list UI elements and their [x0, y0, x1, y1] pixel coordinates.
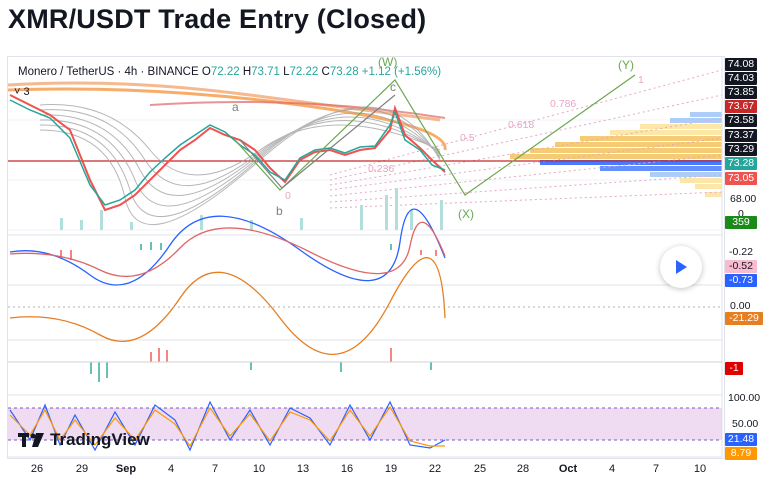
- open-value: 72.22: [210, 66, 240, 78]
- wave-label-c: c: [390, 80, 396, 94]
- histogram-pane: [8, 348, 722, 382]
- stoch-axis-d: 8.79: [725, 447, 757, 460]
- x-tick: Oct: [558, 463, 578, 475]
- wave-label-w: (W): [378, 55, 398, 69]
- chart-container[interactable]: [7, 56, 725, 459]
- macd-axis-label: -0.22: [725, 246, 757, 259]
- osc-axis-zero: 0.00: [730, 300, 751, 312]
- low-value: 72.22: [289, 66, 319, 78]
- x-tick: 25: [473, 463, 487, 475]
- stoch-axis-k: 21.48: [725, 433, 757, 446]
- price-axis-label: 73.67: [725, 100, 757, 113]
- price-axis-label: 74.03: [725, 72, 757, 85]
- page-title: XMR/USDT Trade Entry (Closed): [8, 4, 427, 34]
- ma-ribbon: [39, 104, 441, 226]
- x-tick: 26: [30, 463, 44, 475]
- volume-tag: 359: [725, 216, 757, 229]
- chevron-down-icon: ˅: [14, 86, 21, 98]
- high-value: 73.71: [251, 66, 280, 78]
- x-tick: 13: [296, 463, 310, 475]
- low-label: L: [283, 66, 290, 78]
- x-tick: 22: [428, 463, 442, 475]
- close-value: 73.28: [329, 66, 359, 78]
- x-tick: 29: [75, 463, 89, 475]
- x-tick: Sep: [115, 463, 137, 475]
- stoch-axis-top: 100.00: [728, 392, 761, 404]
- x-tick: 10: [693, 463, 707, 475]
- osc-axis-value: -21.29: [725, 312, 763, 325]
- price-axis-label: 73.58: [725, 114, 757, 127]
- fib-label-0: 0: [285, 190, 291, 202]
- price-axis-label: 73.37: [725, 129, 757, 142]
- indicators-toggle[interactable]: ˅ 3: [14, 86, 30, 98]
- wave-label-a: a: [232, 100, 239, 114]
- macd-axis-label: -0.52: [725, 260, 757, 273]
- change-value: +1.12 (+1.56%): [361, 66, 442, 78]
- fib-label-0618: 0.618: [508, 119, 535, 131]
- indicator-count: 3: [23, 86, 30, 98]
- fib-label-0236: 0.236: [368, 163, 395, 175]
- x-tick: 10: [252, 463, 266, 475]
- price-axis-top: 74.08: [725, 58, 757, 71]
- price-axis-label: 73.29: [725, 143, 757, 156]
- x-tick: 4: [167, 463, 175, 475]
- price-axis-label: 73.05: [725, 172, 757, 185]
- oscillator-line: [9, 257, 446, 355]
- x-tick: 4: [608, 463, 616, 475]
- fib-label-05: 0.5: [460, 132, 475, 144]
- price-axis-label: 73.85: [725, 86, 757, 99]
- tradingview-icon: [18, 433, 44, 447]
- price-line: [9, 94, 446, 212]
- tradingview-logo: TradingView: [18, 430, 150, 450]
- stoch-axis-mid: 50.00: [732, 418, 759, 430]
- x-tick: 19: [384, 463, 398, 475]
- price-axis-current: 73.28: [725, 157, 757, 170]
- open-label: O: [201, 66, 211, 78]
- hist-axis-value: -1: [725, 362, 743, 375]
- volume-bars: [60, 188, 443, 230]
- chart-legend[interactable]: Monero / TetherUS · 4h · BINANCE O72.22 …: [18, 66, 441, 78]
- x-tick: 7: [211, 463, 219, 475]
- watermark-text: TradingView: [50, 430, 150, 449]
- x-tick: 7: [652, 463, 660, 475]
- elliott-wave[interactable]: [234, 74, 636, 196]
- price-axis-bottom: 0: [738, 208, 744, 220]
- volume-profile: [510, 112, 722, 197]
- fib-label-1: 1: [638, 74, 644, 86]
- macd-pane: [9, 208, 446, 286]
- x-tick: 28: [516, 463, 530, 475]
- close-label: C: [321, 66, 330, 78]
- price-axis-mid: 68.00: [730, 193, 757, 205]
- fib-label-0786: 0.786: [550, 98, 577, 110]
- high-label: H: [242, 66, 252, 78]
- play-button[interactable]: [660, 246, 702, 288]
- wave-label-y: (Y): [618, 58, 634, 72]
- x-tick: 16: [340, 463, 354, 475]
- symbol-label[interactable]: Monero / TetherUS · 4h · BINANCE: [18, 66, 199, 78]
- play-icon: [676, 260, 687, 274]
- macd-axis-label: -0.73: [725, 274, 757, 287]
- wave-label-b: b: [276, 204, 283, 218]
- wave-label-x: (X): [458, 207, 474, 221]
- stoch-band: [8, 408, 722, 440]
